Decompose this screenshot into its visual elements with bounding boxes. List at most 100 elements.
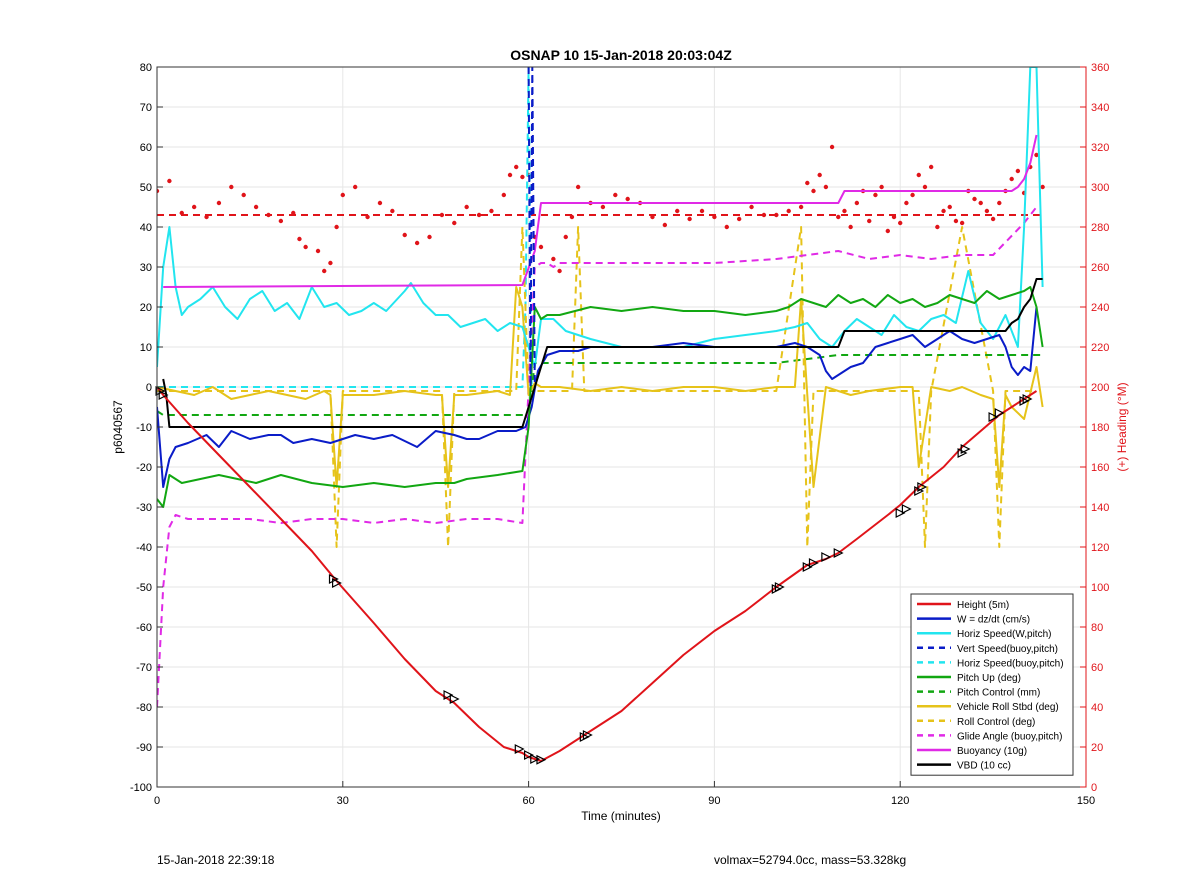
height-marker [1022, 394, 1033, 404]
series-point-heading-m [687, 216, 692, 222]
y-tick-label: 80 [140, 62, 152, 74]
height-marker [917, 482, 928, 492]
series-point-heading-m [297, 236, 302, 242]
height-marker [802, 562, 813, 572]
series-point-heading-m [836, 214, 841, 220]
y-tick-label: 40 [140, 222, 152, 234]
y-tick-label: 60 [140, 142, 152, 154]
series-line-vert-speed-buoy-pitch [527, 67, 536, 388]
series-point-heading-m [557, 268, 562, 274]
y2-tick-label: 260 [1091, 262, 1109, 274]
series-point-heading-m [157, 188, 160, 194]
height-marker [158, 390, 169, 400]
series-point-heading-m [334, 224, 339, 230]
series-point-heading-m [241, 192, 246, 198]
legend-label: VBD (10 cc) [957, 761, 1011, 772]
series-line-height-5m [157, 386, 1038, 762]
y2-tick-label: 240 [1091, 302, 1109, 314]
x-tick-label: 30 [337, 795, 349, 807]
y2-axis-label: (+) Heading (°M) [1115, 382, 1129, 471]
series-point-heading-m [476, 212, 482, 218]
series-point-heading-m [328, 260, 333, 266]
series-point-heading-m [885, 228, 891, 234]
y2-tick-label: 220 [1091, 342, 1109, 354]
height-marker [833, 548, 844, 558]
y-tick-label: -30 [136, 502, 152, 514]
legend-label: Glide Angle (buoy,pitch) [957, 731, 1062, 742]
height-marker [994, 408, 1005, 418]
series-point-heading-m [941, 208, 946, 214]
y-tick-label: 0 [146, 382, 152, 394]
series-point-heading-m [817, 172, 822, 178]
series-point-heading-m [613, 192, 618, 198]
series-point-heading-m [551, 256, 556, 262]
series-point-heading-m [402, 232, 407, 238]
y-tick-label: -90 [136, 742, 152, 754]
series-point-heading-m [625, 196, 630, 202]
chart-title: OSNAP 10 15-Jan-2018 20:03:04Z [510, 47, 732, 63]
height-marker [808, 558, 819, 568]
y2-tick-label: 40 [1091, 702, 1103, 714]
y-tick-label: 50 [140, 182, 152, 194]
series-point-heading-m [978, 200, 983, 206]
series-point-heading-m [904, 200, 909, 206]
y-tick-label: -80 [136, 702, 152, 714]
series-point-heading-m [910, 192, 915, 198]
y2-tick-label: 140 [1091, 502, 1109, 514]
series-point-heading-m [798, 204, 804, 210]
y2-tick-label: 180 [1091, 422, 1109, 434]
series-point-heading-m [675, 208, 680, 214]
series-point-heading-m [805, 180, 810, 186]
height-marker [582, 730, 593, 740]
series-point-heading-m [575, 184, 581, 190]
legend-label: Horiz Speed(buoy,pitch) [957, 658, 1064, 669]
series-point-heading-m [501, 192, 507, 198]
legend-label: Vehicle Roll Stbd (deg) [957, 702, 1059, 713]
series-point-heading-m [898, 220, 903, 226]
y-tick-label: -60 [136, 622, 152, 634]
y2-tick-label: 320 [1091, 142, 1109, 154]
y2-tick-label: 200 [1091, 382, 1109, 394]
series-point-heading-m [520, 174, 525, 180]
y-tick-label: -100 [130, 782, 152, 794]
series-point-heading-m [867, 218, 872, 224]
series-point-heading-m [439, 212, 445, 218]
series-point-heading-m [842, 208, 847, 214]
height-marker [443, 690, 454, 700]
series-point-heading-m [315, 248, 321, 254]
series-point-heading-m [959, 220, 965, 226]
series-point-heading-m [191, 204, 197, 210]
plot-series [157, 67, 1045, 762]
series-point-heading-m [489, 208, 494, 214]
series-point-heading-m [935, 224, 940, 230]
y-tick-label: 20 [140, 302, 152, 314]
legend-label: Buoyancy (10g) [957, 746, 1027, 757]
height-marker [960, 444, 971, 454]
legend-label: W = dz/dt (cm/s) [957, 615, 1030, 626]
x-tick-label: 90 [708, 795, 720, 807]
legend: Height (5m) W = dz/dt (cm/s) Horiz Speed(W… [910, 593, 1074, 776]
series-point-heading-m [340, 192, 345, 198]
series-point-heading-m [997, 200, 1002, 206]
series-point-heading-m [774, 212, 779, 218]
series-point-heading-m [922, 184, 928, 190]
series-line-pitch-up-deg [157, 286, 1044, 508]
series-point-heading-m [662, 222, 668, 228]
series-point-heading-m [953, 218, 959, 224]
series-line-buoyancy-10g [163, 134, 1038, 288]
series-point-heading-m [928, 164, 934, 170]
y-tick-label: 10 [140, 342, 152, 354]
series-line-w-dz-dt-cm-s [157, 306, 1038, 488]
series-point-heading-m [854, 200, 860, 206]
series-point-heading-m [873, 192, 878, 198]
height-marker [914, 486, 925, 496]
series-point-heading-m [990, 216, 996, 222]
series-point-heading-m [811, 188, 816, 194]
series-point-heading-m [749, 204, 754, 210]
x-tick-label: 60 [522, 795, 534, 807]
series-point-heading-m [563, 234, 568, 240]
series-point-heading-m [229, 184, 234, 190]
series-point-heading-m [303, 244, 308, 250]
series-point-heading-m [452, 220, 457, 226]
series-point-heading-m [848, 224, 853, 230]
